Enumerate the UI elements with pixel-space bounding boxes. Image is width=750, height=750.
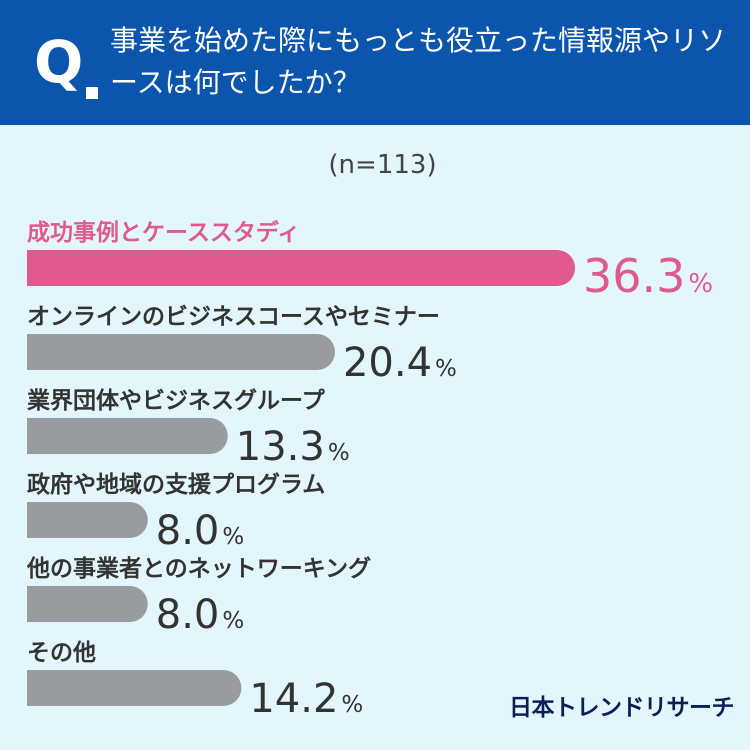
bar bbox=[27, 250, 575, 286]
sample-size-label: (n=113) bbox=[328, 150, 437, 180]
q-mark: Q bbox=[34, 28, 84, 96]
category-label: 業界団体やビジネスグループ bbox=[26, 387, 326, 414]
bar bbox=[27, 334, 335, 370]
value-label: 20.4% bbox=[343, 340, 457, 386]
bar bbox=[27, 586, 148, 622]
category-label: オンラインのビジネスコースやセミナー bbox=[27, 304, 440, 330]
brand-logo: 日本トレンドリサーチ bbox=[509, 695, 735, 721]
value-label: 8.0% bbox=[156, 508, 244, 554]
q-dot-icon bbox=[86, 87, 98, 99]
category-label: 他の事業者とのネットワーキング bbox=[26, 555, 371, 582]
value-label: 14.2% bbox=[249, 676, 363, 722]
value-label: 8.0% bbox=[156, 592, 244, 638]
bar bbox=[27, 502, 148, 538]
question-header: Q 事業を始めた際にもっとも役立った情報源やリソースは何でしたか？ bbox=[0, 0, 750, 125]
question-text: 事業を始めた際にもっとも役立った情報源やリソースは何でしたか？ bbox=[110, 24, 727, 99]
bar bbox=[27, 670, 242, 706]
bar bbox=[27, 418, 228, 455]
category-label: 成功事例とケーススタディ bbox=[27, 219, 300, 246]
category-label: その他 bbox=[27, 640, 96, 666]
value-label: 36.3% bbox=[583, 249, 713, 303]
value-label: 13.3% bbox=[236, 424, 350, 470]
category-label: 政府や地域の支援プログラム bbox=[27, 471, 325, 498]
